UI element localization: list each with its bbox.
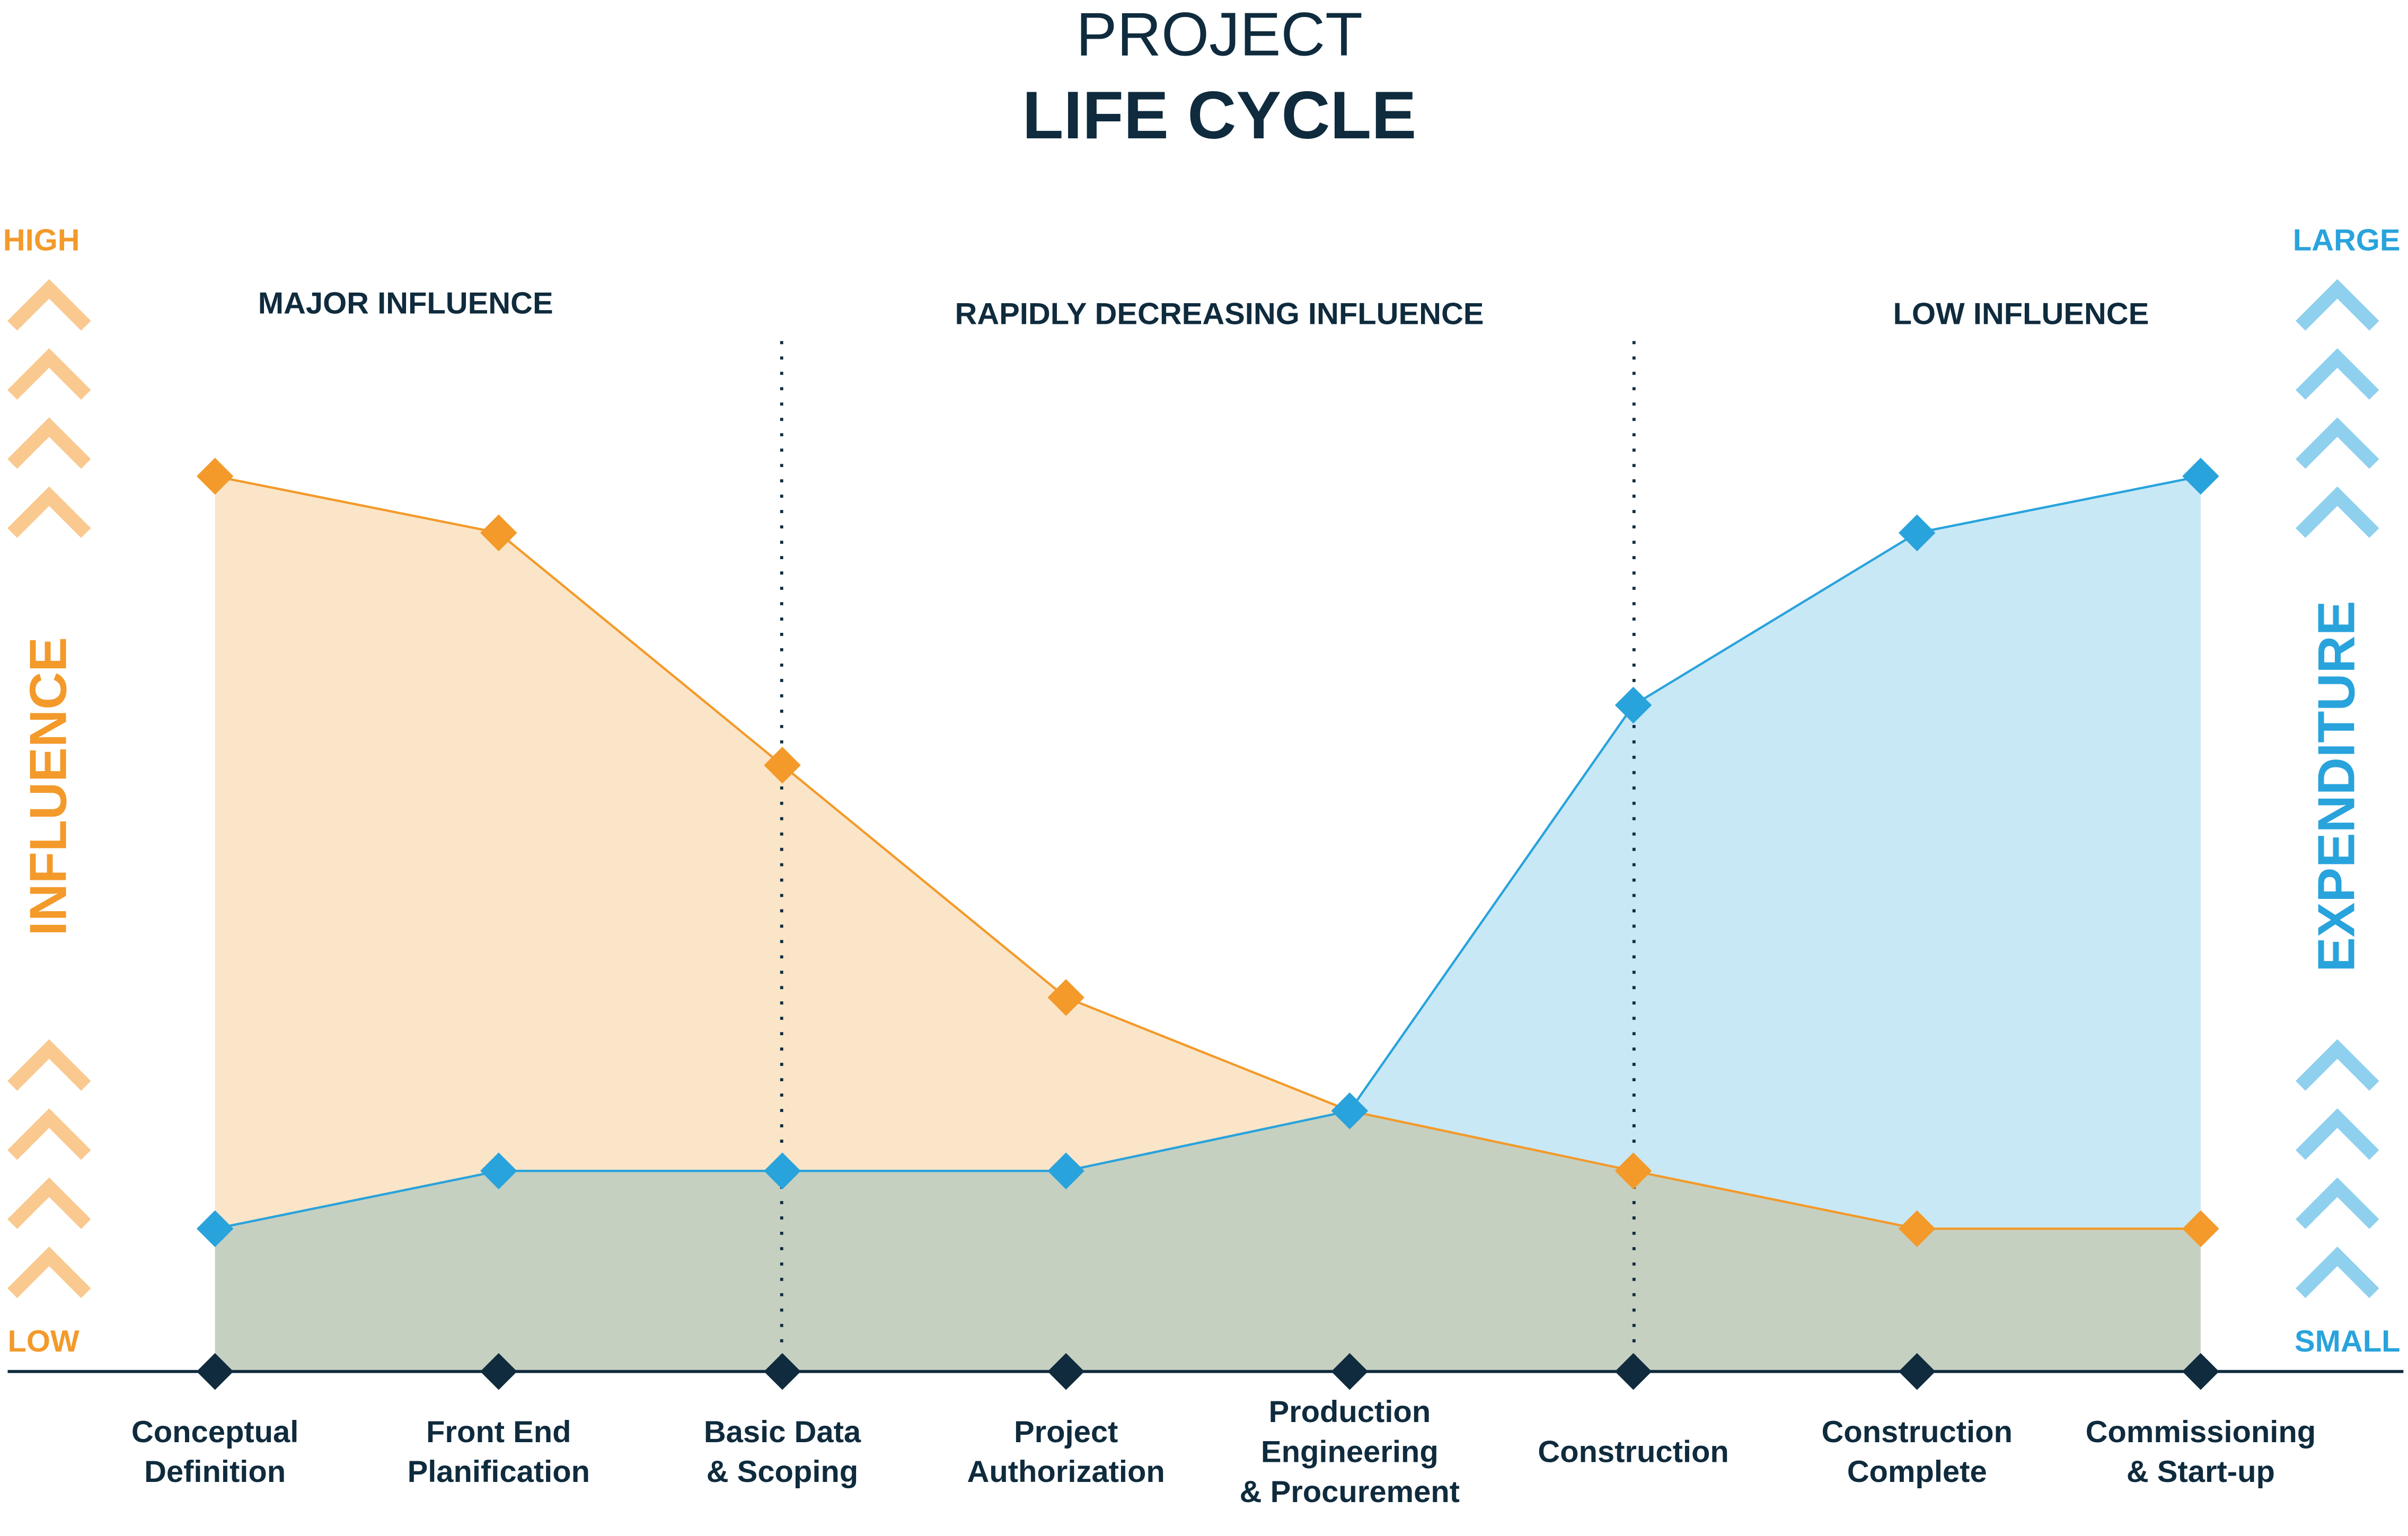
annotation: LOW INFLUENCE (1893, 297, 2149, 331)
x-tick-label-line: Production (1268, 1395, 1431, 1429)
x-tick-label-line: & Procurement (1240, 1475, 1460, 1509)
x-tick-label-line: Commissioning (2086, 1415, 2316, 1449)
x-tick-label: Construction Complete (1821, 1415, 2012, 1489)
x-tick-label-line: & Scoping (707, 1455, 858, 1489)
x-tick-label: Project Authorization (967, 1415, 1165, 1489)
chevron (2295, 417, 2379, 469)
x-tick-label: Construction (1538, 1435, 1728, 1469)
x-tick-label-line: Complete (1847, 1455, 1987, 1489)
x-tick-label-line: Basic Data (704, 1415, 861, 1449)
chevron (2295, 1039, 2379, 1091)
axis-label: HIGH (3, 224, 80, 258)
areas (215, 476, 2201, 1372)
legend-entry: INFLUENCE (19, 637, 77, 936)
chevron (7, 1039, 91, 1091)
tick-marker (2182, 1353, 2219, 1390)
marker (1615, 686, 1652, 724)
annotation: RAPIDLY DECREASING INFLUENCE (955, 297, 1484, 331)
chevron (7, 1108, 91, 1160)
chevron (2295, 1246, 2379, 1299)
marker (1331, 1092, 1369, 1129)
chevron (2295, 348, 2379, 400)
chevron (7, 417, 91, 469)
tick-marker (480, 1353, 517, 1390)
chart-subtitle: LIFE CYCLE (1022, 78, 1417, 153)
chevron (7, 486, 91, 538)
line (215, 475, 2201, 1230)
legend-entry: EXPENDITURE (2307, 601, 2366, 972)
x-tick-label-line: Planification (408, 1455, 590, 1489)
x-tick-label: Front End Planification (408, 1415, 590, 1489)
chevron (2295, 1177, 2379, 1229)
chevron (7, 279, 91, 331)
chevron (2295, 279, 2379, 331)
chevron (7, 1246, 91, 1299)
marker (2182, 457, 2219, 495)
x-tick-label-line: & Start-up (2127, 1455, 2275, 1489)
chart-title: PROJECT (1076, 0, 1363, 69)
chevron (7, 1177, 91, 1229)
x-tick-label-line: Construction (1538, 1435, 1728, 1469)
x-tick-label: Conceptual Definition (131, 1415, 298, 1489)
x-tick-label-line: Front End (426, 1415, 571, 1449)
x-tick-label: Commissioning & Start-up (2086, 1415, 2316, 1489)
tick-marker (196, 1353, 234, 1390)
marker (196, 457, 234, 495)
axis-label: LARGE (2293, 224, 2401, 258)
tick-marker (1898, 1353, 1936, 1390)
axis-label: LOW (7, 1325, 79, 1358)
x-tick-label-line: Authorization (967, 1455, 1165, 1489)
area (215, 476, 2201, 1372)
line (215, 475, 2201, 1230)
tick-marker (764, 1353, 801, 1390)
tick-marker (1615, 1353, 1652, 1390)
x-tick-label: Basic Data & Scoping (704, 1415, 861, 1489)
annotation: MAJOR INFLUENCE (258, 286, 553, 320)
chevron (7, 348, 91, 400)
marker (1047, 979, 1084, 1016)
chevron (2295, 486, 2379, 538)
chevrons (7, 279, 2379, 1299)
marker (1898, 514, 1936, 552)
x-tick-label: Production Engineering & Procurement (1240, 1395, 1460, 1509)
axis-label: SMALL (2295, 1325, 2401, 1358)
x-tick-label-line: Project (1014, 1415, 1118, 1449)
x-tick-label-line: Conceptual (131, 1415, 298, 1449)
x-tick-label-line: Engineering (1261, 1435, 1439, 1469)
tick-marker (1047, 1353, 1084, 1390)
tick-marker (1331, 1353, 1369, 1390)
marker (480, 514, 517, 552)
area (215, 476, 2201, 1372)
x-tick-label-line: Definition (144, 1455, 286, 1489)
chevron (2295, 1108, 2379, 1160)
x-tick-label-line: Construction (1821, 1415, 2012, 1449)
